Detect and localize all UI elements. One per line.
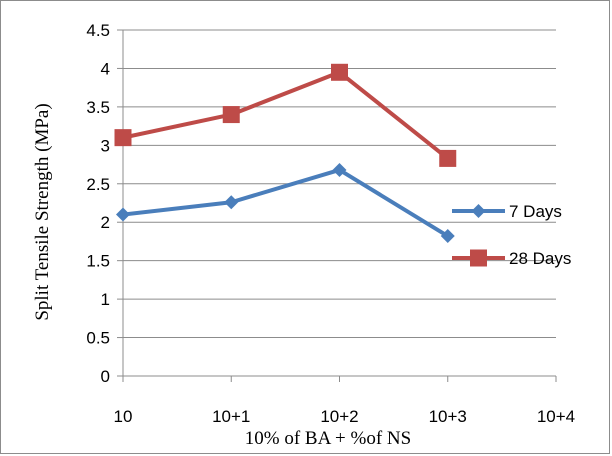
legend-marker (470, 249, 487, 267)
data-point (331, 63, 348, 81)
series-1 (116, 162, 455, 244)
data-point (440, 229, 455, 244)
x-tick-labels: 10 10+1 10+2 10+3 10+4 (114, 376, 575, 426)
legend-item-1: 7 Days (452, 202, 562, 221)
legend-marker (471, 204, 486, 218)
y-tick-label: 2.5 (86, 175, 110, 194)
x-axis-title: 10% of BA + %of NS (245, 428, 411, 449)
data-point (222, 106, 240, 124)
data-point (224, 195, 239, 210)
y-tick-label: 4 (101, 59, 110, 78)
x-tick-label: 10+4 (537, 407, 575, 426)
y-tick-label: 0 (101, 367, 110, 386)
data-point (114, 129, 132, 147)
y-tick-labels: 0 0.5 1 1.5 2 2.5 3 3.5 4 4.5 (86, 21, 123, 386)
x-tick-label: 10+2 (320, 407, 358, 426)
legend-label: 28 Days (509, 249, 571, 268)
y-tick-label: 1.5 (86, 252, 110, 271)
y-tick-label: 3 (101, 136, 110, 155)
y-tick-label: 0.5 (86, 329, 110, 348)
x-tick-label: 10+1 (212, 407, 250, 426)
legend-item-2: 28 Days (452, 249, 571, 268)
gridlines (123, 29, 556, 339)
series-line (122, 70, 449, 160)
series-group (114, 63, 457, 244)
series-line (122, 167, 449, 238)
x-tick-label: 10+3 (429, 407, 467, 426)
y-axis-title: Split Tensile Strength (MPa) (32, 103, 53, 320)
y-tick-label: 2 (101, 213, 110, 232)
series-2 (114, 63, 457, 167)
axes (122, 30, 556, 377)
data-point (439, 149, 457, 167)
y-tick-label: 1 (101, 290, 110, 309)
x-tick-label: 10 (114, 407, 133, 426)
data-point (116, 207, 130, 222)
y-tick-label: 3.5 (86, 98, 110, 117)
y-tick-label: 4.5 (86, 21, 110, 40)
legend-label: 7 Days (509, 202, 562, 221)
legend: 7 Days 28 Days (452, 202, 571, 268)
data-point (332, 162, 347, 177)
